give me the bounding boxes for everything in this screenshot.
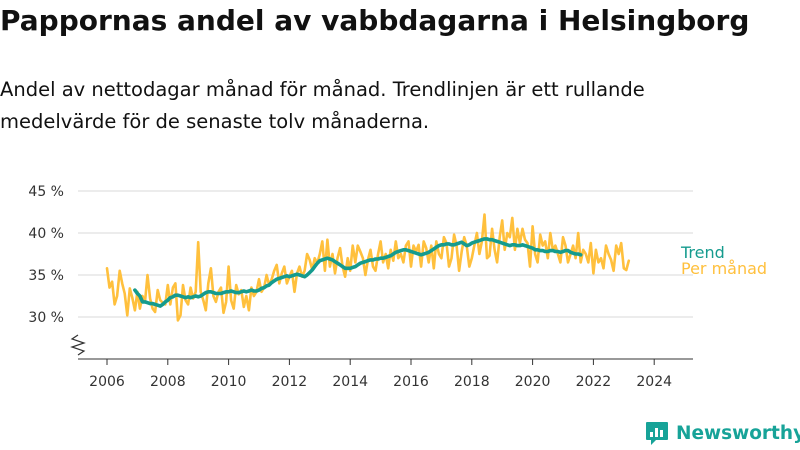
- x-tick-label: 2014: [332, 374, 368, 390]
- x-tick-label: 2012: [272, 374, 308, 390]
- series-label-monthly: Per månad: [681, 259, 767, 278]
- x-tick-label: 2008: [150, 374, 186, 390]
- y-tick-label: 30 %: [28, 310, 64, 326]
- series-line-trend: [133, 237, 583, 308]
- series-line-monthly: [105, 213, 631, 322]
- axis-break-icon: [70, 334, 86, 356]
- newsworthy-logo[interactable]: Newsworthy: [644, 420, 800, 446]
- x-tick-label: 2024: [636, 374, 672, 390]
- x-tick-label: 2020: [515, 374, 551, 390]
- y-tick-label: 35 %: [28, 268, 64, 284]
- x-tick-label: 2022: [576, 374, 612, 390]
- chart-subtitle: Andel av nettodagar månad för månad. Tre…: [0, 78, 645, 133]
- y-tick-label: 45 %: [28, 184, 64, 200]
- axes: 30 % 35 % 40 % 45 % 2006 2008 2010 2012 2014 2016…: [28, 184, 693, 390]
- newsworthy-logo-icon: [646, 422, 668, 445]
- series-label-trend: Trend: [680, 243, 725, 262]
- brand-name: Newsworthy: [676, 422, 800, 444]
- y-tick-label: 40 %: [28, 226, 64, 242]
- x-tick-label: 2016: [393, 374, 429, 390]
- series: [105, 213, 631, 322]
- x-tick-label: 2018: [454, 374, 490, 390]
- x-tick-label: 2010: [211, 374, 247, 390]
- chart-title: Pappornas andel av vabbdagarna i Helsing…: [0, 4, 750, 37]
- x-tick-label: 2006: [89, 374, 125, 390]
